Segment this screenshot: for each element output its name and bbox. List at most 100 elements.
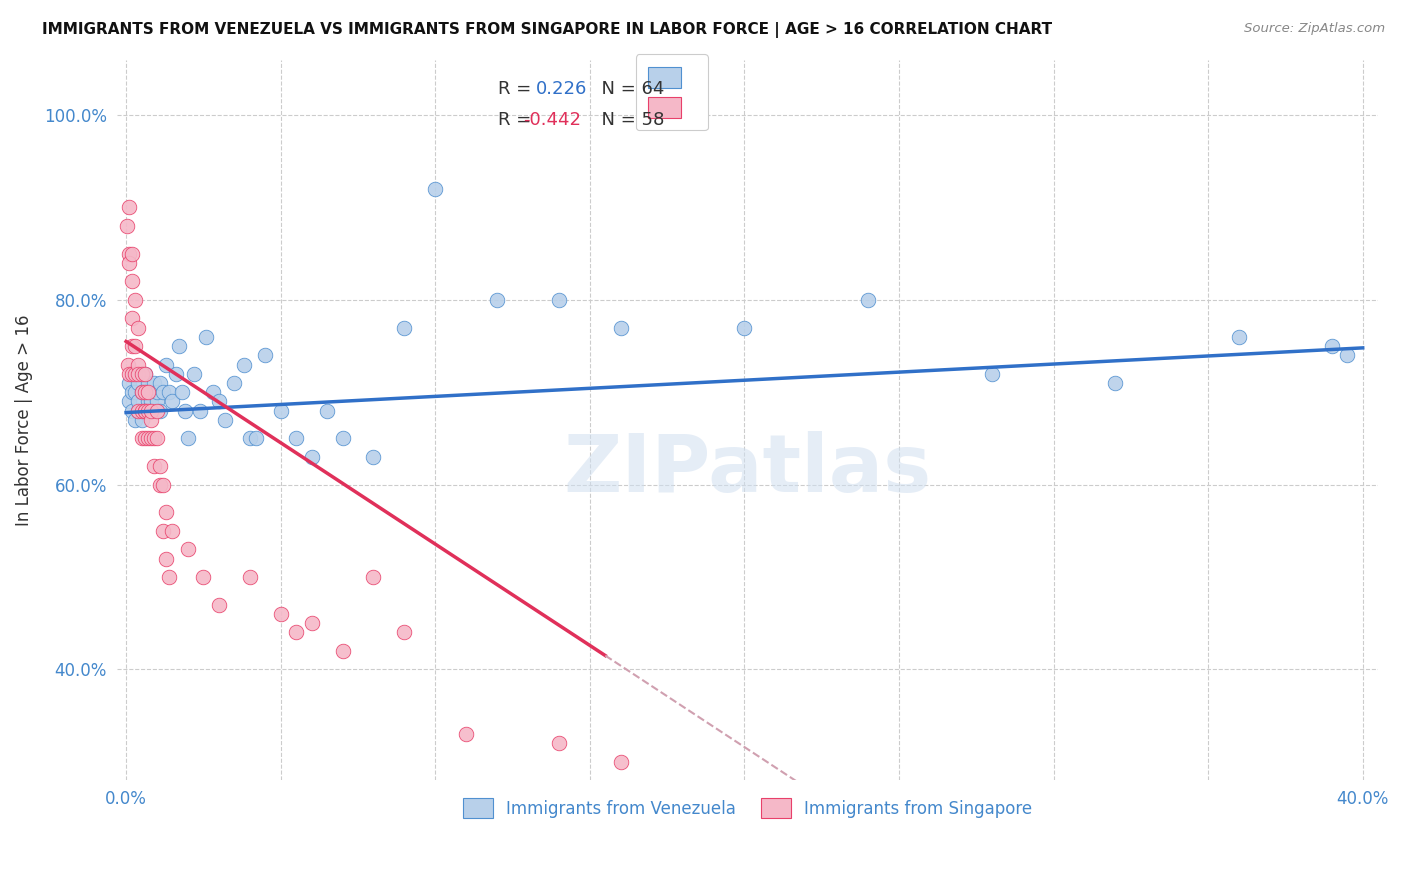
Point xyxy=(131,385,153,400)
Point xyxy=(134,403,156,417)
Text: R =: R = xyxy=(498,80,537,98)
Point xyxy=(157,385,180,400)
Point xyxy=(118,246,141,260)
Point xyxy=(134,385,156,400)
Point xyxy=(121,339,143,353)
Point xyxy=(173,403,195,417)
Point xyxy=(195,330,218,344)
Point xyxy=(167,339,190,353)
Point xyxy=(131,413,153,427)
Point xyxy=(136,394,159,409)
Point xyxy=(208,394,231,409)
Point xyxy=(155,358,177,372)
Point xyxy=(239,432,262,446)
Point xyxy=(208,598,231,612)
Point xyxy=(118,201,141,215)
Point xyxy=(157,570,180,584)
Point xyxy=(285,625,308,640)
Point xyxy=(142,432,165,446)
Point xyxy=(136,376,159,390)
Point xyxy=(149,477,172,491)
Point xyxy=(177,542,200,557)
Point xyxy=(301,616,323,631)
Point xyxy=(162,524,184,538)
Point xyxy=(214,413,236,427)
Point xyxy=(131,432,153,446)
Point xyxy=(121,367,143,381)
Text: 0.226: 0.226 xyxy=(536,80,586,98)
Point xyxy=(301,450,323,464)
Point xyxy=(162,394,184,409)
Point xyxy=(131,367,153,381)
Point xyxy=(124,293,146,307)
Point xyxy=(139,432,162,446)
Point xyxy=(609,320,631,334)
Text: ZIPatlas: ZIPatlas xyxy=(564,432,932,509)
Point xyxy=(124,385,146,400)
Point xyxy=(139,394,162,409)
Point xyxy=(285,432,308,446)
Point xyxy=(1320,339,1343,353)
Point xyxy=(118,376,141,390)
Point xyxy=(183,367,205,381)
Point xyxy=(121,274,143,288)
Point xyxy=(127,367,149,381)
Point xyxy=(139,385,162,400)
Point xyxy=(363,570,385,584)
Point xyxy=(548,736,571,750)
Point xyxy=(131,367,153,381)
Point xyxy=(124,413,146,427)
Point xyxy=(152,477,174,491)
Point xyxy=(149,376,172,390)
Point xyxy=(363,450,385,464)
Point xyxy=(1104,376,1126,390)
Point xyxy=(127,394,149,409)
Point xyxy=(394,625,416,640)
Point xyxy=(254,348,277,362)
Point xyxy=(332,432,354,446)
Text: IMMIGRANTS FROM VENEZUELA VS IMMIGRANTS FROM SINGAPORE IN LABOR FORCE | AGE > 16: IMMIGRANTS FROM VENEZUELA VS IMMIGRANTS … xyxy=(42,22,1052,38)
Point xyxy=(136,385,159,400)
Point xyxy=(131,403,153,417)
Point xyxy=(1227,330,1250,344)
Point xyxy=(609,755,631,769)
Point xyxy=(134,403,156,417)
Point xyxy=(134,432,156,446)
Point xyxy=(146,432,169,446)
Point xyxy=(121,311,143,326)
Point xyxy=(177,432,200,446)
Point xyxy=(456,727,478,741)
Legend: Immigrants from Venezuela, Immigrants from Singapore: Immigrants from Venezuela, Immigrants fr… xyxy=(454,790,1040,826)
Point xyxy=(270,403,292,417)
Y-axis label: In Labor Force | Age > 16: In Labor Force | Age > 16 xyxy=(15,314,32,525)
Point xyxy=(136,403,159,417)
Point xyxy=(149,403,172,417)
Point xyxy=(139,403,162,417)
Point xyxy=(117,358,139,372)
Text: Source: ZipAtlas.com: Source: ZipAtlas.com xyxy=(1244,22,1385,36)
Point xyxy=(121,403,143,417)
Point xyxy=(193,570,215,584)
Point xyxy=(136,403,159,417)
Point xyxy=(245,432,267,446)
Point xyxy=(332,644,354,658)
Point xyxy=(142,459,165,474)
Point xyxy=(188,403,211,417)
Text: N = 64: N = 64 xyxy=(591,80,664,98)
Point xyxy=(146,394,169,409)
Point xyxy=(224,376,246,390)
Point xyxy=(134,367,156,381)
Point xyxy=(127,403,149,417)
Point xyxy=(1336,348,1358,362)
Point xyxy=(127,403,149,417)
Point xyxy=(856,293,879,307)
Point xyxy=(136,432,159,446)
Point xyxy=(232,358,254,372)
Point xyxy=(118,256,141,270)
Point xyxy=(165,367,187,381)
Point xyxy=(980,367,1002,381)
Point xyxy=(146,385,169,400)
Point xyxy=(142,403,165,417)
Point xyxy=(155,551,177,566)
Point xyxy=(115,219,138,233)
